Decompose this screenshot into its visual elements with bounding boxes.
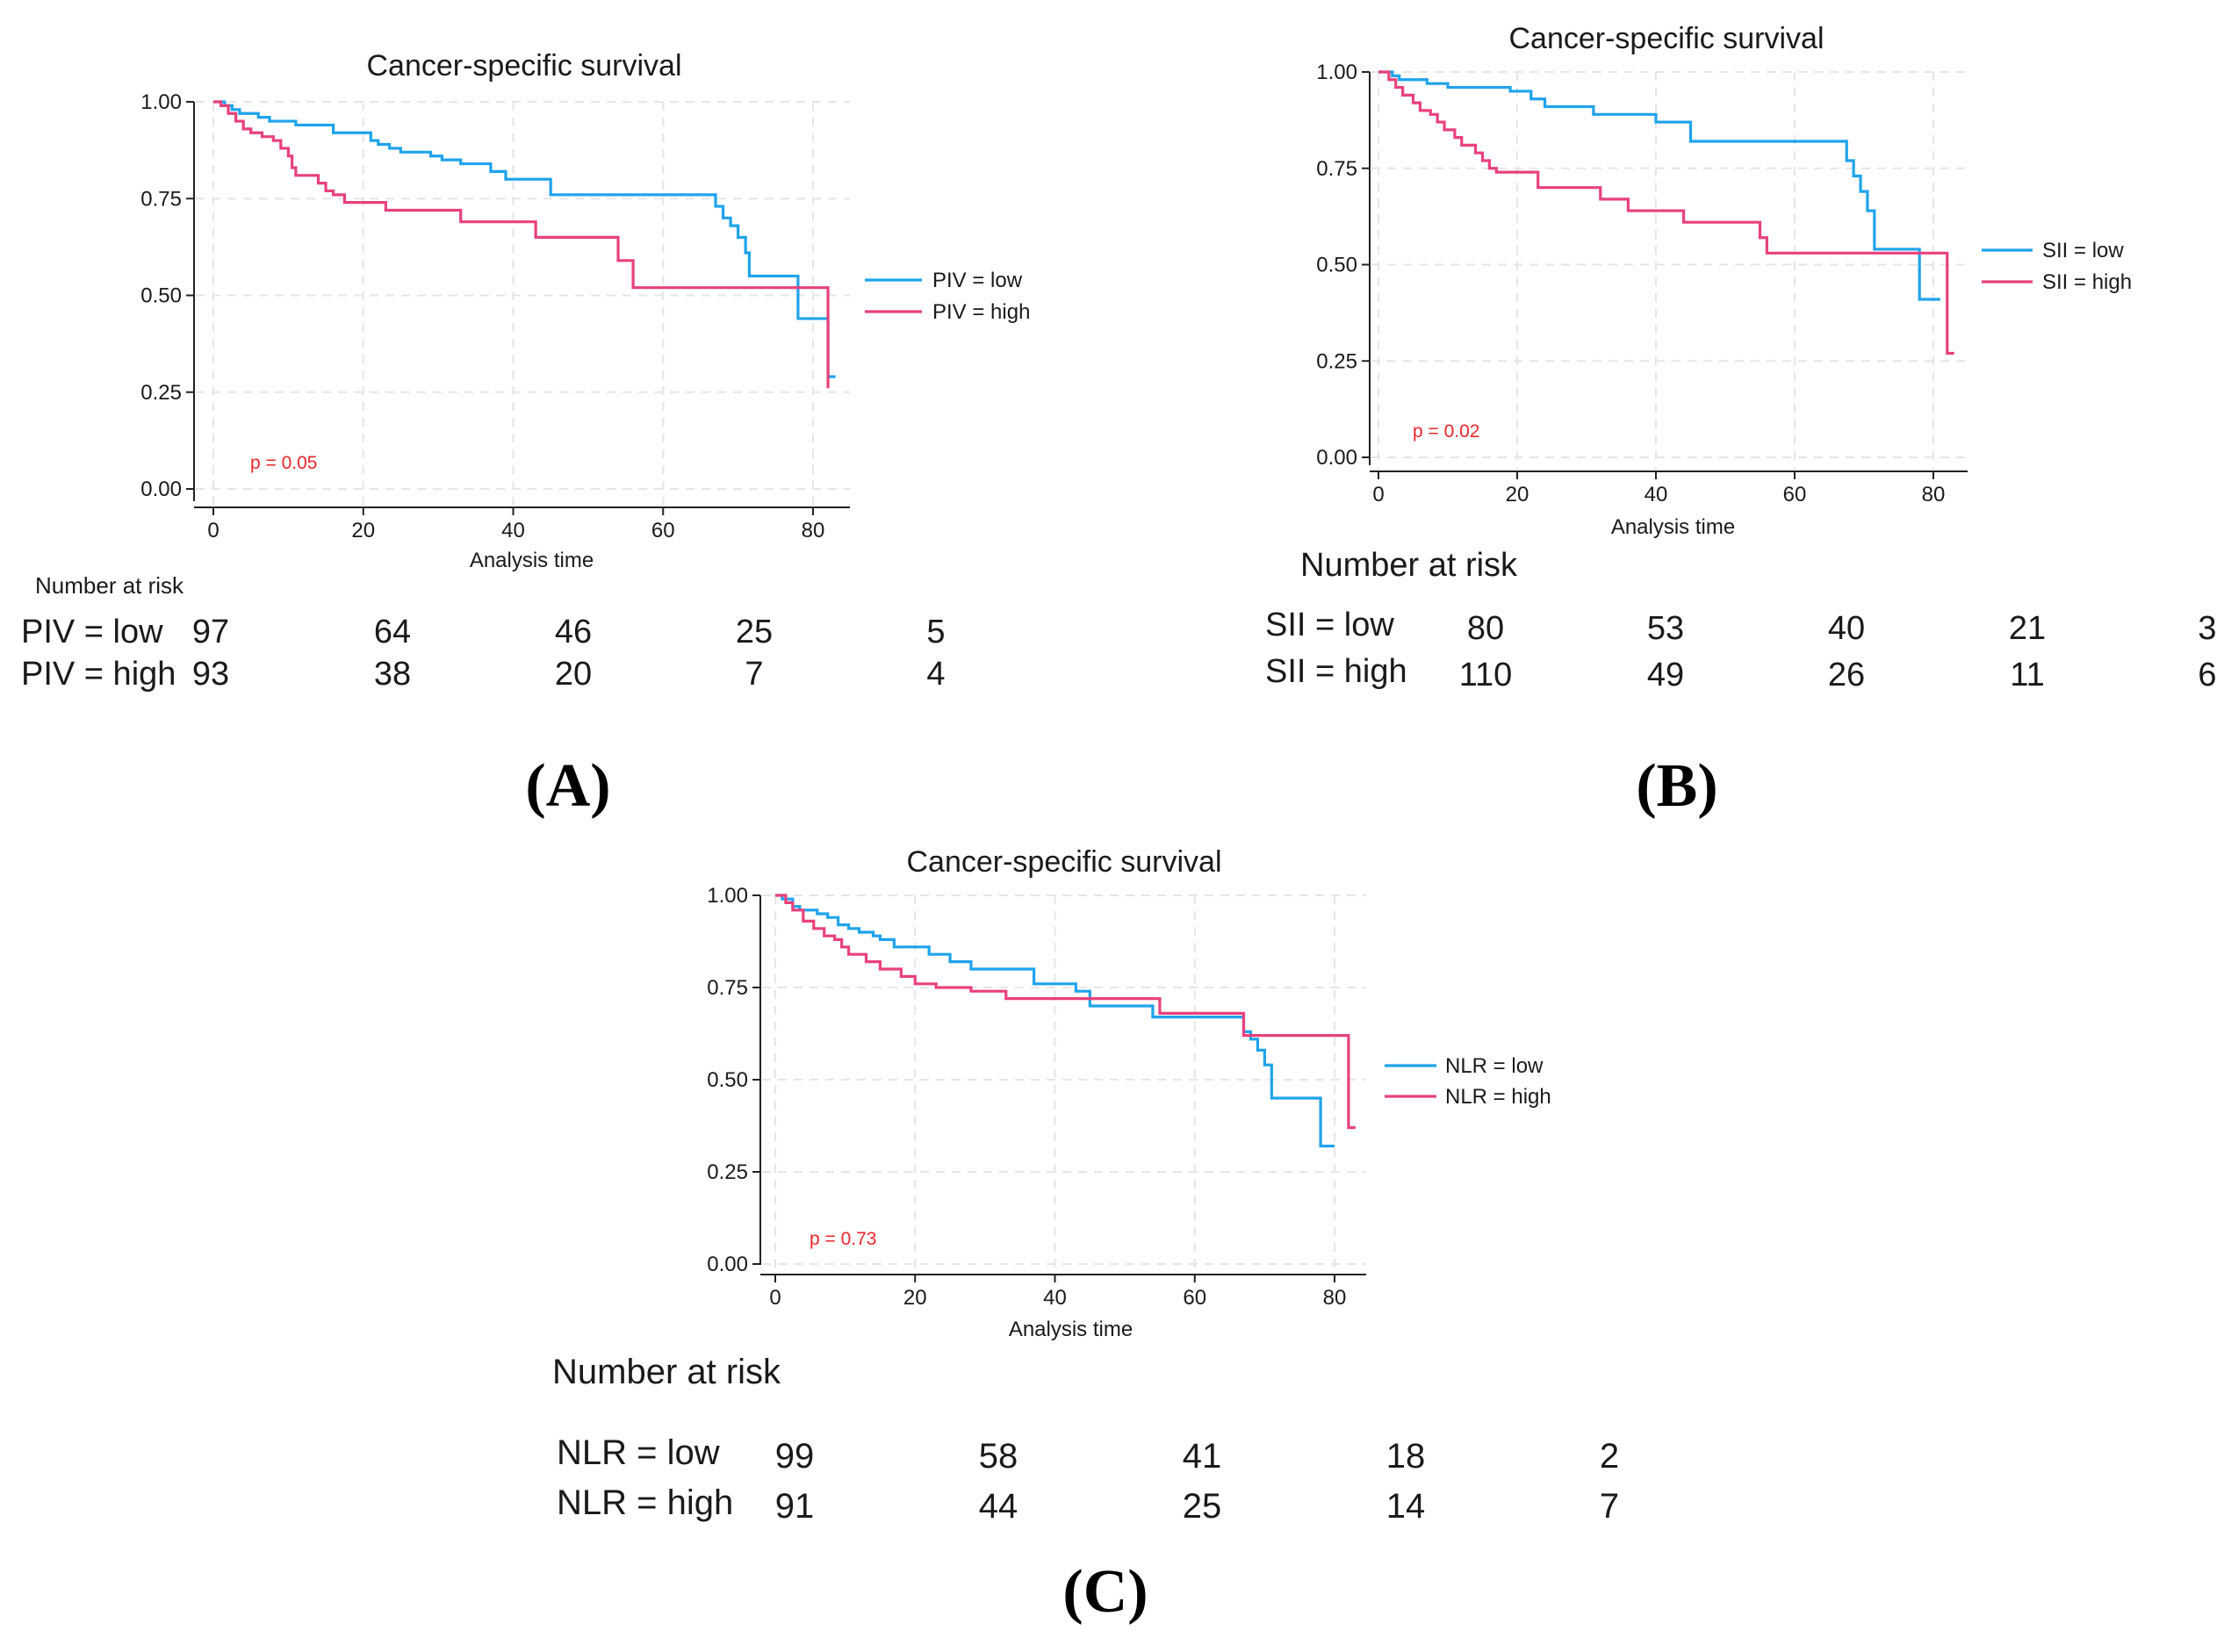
panel-a-y-tick-label: 0.50 xyxy=(140,284,182,308)
panel-b-p-value: p = 0.02 xyxy=(1413,421,1479,442)
panel-b-y-tick-label: 0.00 xyxy=(1316,446,1357,470)
panel-a-x-tick-label: 20 xyxy=(351,519,375,542)
panel-c-x-tick-label: 0 xyxy=(769,1286,781,1310)
panel-a-curve-low xyxy=(213,100,836,378)
panel-b-group: 0.00 0.25 0.50 0.75 1.00 0 20 40 60 80 Cancer-spec… xyxy=(1265,22,2217,820)
panel-c-risk-value: 58 xyxy=(979,1437,1018,1476)
panel-b-risk-value: 3 xyxy=(2198,610,2216,647)
panel-a-risk-value: 64 xyxy=(374,614,411,650)
panel-c-risk-value: 25 xyxy=(1183,1487,1222,1526)
panel-b-y-tick-label: 0.25 xyxy=(1316,349,1357,373)
panel-c-x-tick-label: 40 xyxy=(1043,1286,1067,1310)
panel-c-x-tick-label: 60 xyxy=(1183,1286,1206,1310)
panel-c-legend-label-low: NLR = low xyxy=(1445,1054,1544,1078)
panel-a-x-axis-label: Analysis time xyxy=(470,549,594,572)
panel-c-curve-high xyxy=(775,894,1356,1130)
panel-c-risk-value: 2 xyxy=(1600,1437,1619,1476)
panel-a-x-tick-label: 80 xyxy=(802,519,825,542)
panel-a-title: Cancer-specific survival xyxy=(367,49,682,83)
panel-b-legend-label-high: SII = high xyxy=(2042,270,2132,294)
panel-c-risk-row-label: NLR = low xyxy=(557,1433,720,1472)
panel-c-risk-value: 18 xyxy=(1386,1437,1426,1476)
panel-a-y-tick-label: 0.75 xyxy=(140,187,182,211)
panel-a-legend-label-high: PIV = high xyxy=(932,300,1030,324)
panel-a-risk-row-label: PIV = high xyxy=(21,656,176,693)
panel-a-x-tick-label: 60 xyxy=(651,519,675,542)
panel-a-risk-value: 4 xyxy=(926,656,945,693)
panel-c-curve-low xyxy=(775,894,1335,1148)
panel-b-y-tick-label: 1.00 xyxy=(1316,61,1357,84)
panel-b-risk-value: 26 xyxy=(1828,657,1865,693)
panel-b-curve-low xyxy=(1378,70,1940,301)
panel-b-x-tick-label: 60 xyxy=(1783,483,1807,506)
panel-b-y-tick-label: 0.75 xyxy=(1316,157,1357,181)
panel-c-risk-value: 7 xyxy=(1600,1487,1619,1526)
panel-a-risk-value: 46 xyxy=(555,614,592,650)
panel-a-risk-value: 7 xyxy=(745,656,763,693)
panel-a-risk-value: 38 xyxy=(374,656,411,693)
panel-b-x-tick-label: 40 xyxy=(1644,483,1668,506)
panel-b-legend-label-low: SII = low xyxy=(2042,239,2124,262)
panel-b-curve-high xyxy=(1378,70,1954,356)
panel-b-risk-value: 53 xyxy=(1647,610,1684,647)
panel-b-risk-row-label: SII = high xyxy=(1265,653,1407,690)
panel-b-risk-value: 40 xyxy=(1828,610,1865,647)
panel-a-risk-value: 5 xyxy=(926,614,945,650)
panel-a-y-tick-label: 1.00 xyxy=(140,90,182,114)
panel-c-y-tick-label: 0.25 xyxy=(707,1160,748,1184)
panel-a-risk-heading: Number at risk xyxy=(35,572,184,599)
panel-b-risk-value: 6 xyxy=(2198,657,2216,693)
panel-c-x-tick-label: 20 xyxy=(903,1286,927,1310)
panel-a-legend-label-low: PIV = low xyxy=(932,269,1023,292)
panel-a-panel-label: (A) xyxy=(525,752,610,820)
panel-a-curve-high xyxy=(213,100,830,389)
panel-b-risk-value: 110 xyxy=(1459,657,1513,693)
panel-c-group: 0.00 0.25 0.50 0.75 1.00 0 20 40 60 80 Cancer-spec… xyxy=(552,845,1619,1626)
panel-a-p-value: p = 0.05 xyxy=(250,453,317,473)
panel-a-y-tick-label: 0.00 xyxy=(140,478,182,501)
panel-b-risk-value: 11 xyxy=(2010,657,2044,693)
panel-b-x-tick-label: 20 xyxy=(1506,483,1529,506)
panel-a-risk-value: 25 xyxy=(736,614,773,650)
panel-a-risk-value: 20 xyxy=(555,656,592,693)
panel-c-legend-label-high: NLR = high xyxy=(1445,1085,1551,1109)
panel-b-x-axis-label: Analysis time xyxy=(1611,515,1735,539)
panel-c-y-tick-label: 0.00 xyxy=(707,1253,748,1276)
panel-c-risk-value: 41 xyxy=(1183,1437,1222,1476)
panel-c-risk-value: 99 xyxy=(775,1437,815,1476)
panel-b-risk-row-label: SII = low xyxy=(1265,607,1394,643)
panel-c-y-tick-label: 1.00 xyxy=(707,884,748,908)
panel-b-risk-value: 80 xyxy=(1467,610,1504,647)
panel-c-risk-row-label: NLR = high xyxy=(557,1483,733,1522)
panel-c-y-tick-label: 0.50 xyxy=(707,1068,748,1092)
panel-b-risk-value: 49 xyxy=(1647,657,1684,693)
panel-c-y-tick-label: 0.75 xyxy=(707,976,748,1000)
panel-b-risk-heading: Number at risk xyxy=(1300,547,1518,584)
panel-a-group: 0.00 0.25 0.50 0.75 1.00 0 20 40 60 80 Cancer-spec… xyxy=(21,49,1030,820)
panel-b-risk-value: 21 xyxy=(2009,610,2046,647)
panel-b-panel-label: (B) xyxy=(1636,752,1717,820)
panel-c-x-axis-label: Analysis time xyxy=(1009,1318,1133,1341)
panel-b-x-tick-label: 0 xyxy=(1372,483,1384,506)
panel-a-x-tick-label: 0 xyxy=(207,519,219,542)
panel-a-x-tick-label: 40 xyxy=(501,519,525,542)
panel-a-risk-row-label: PIV = low xyxy=(21,614,163,650)
panel-b-x-tick-label: 80 xyxy=(1922,483,1946,506)
panel-b-title: Cancer-specific survival xyxy=(1509,22,1824,55)
panel-c-p-value: p = 0.73 xyxy=(810,1229,876,1249)
panel-a-risk-value: 93 xyxy=(192,656,229,693)
panel-c-risk-heading: Number at risk xyxy=(552,1353,781,1391)
panel-c-panel-label: (C) xyxy=(1062,1558,1148,1626)
panel-b-y-tick-label: 0.50 xyxy=(1316,254,1357,277)
panel-c-x-tick-label: 80 xyxy=(1323,1286,1347,1310)
panel-c-title: Cancer-specific survival xyxy=(907,845,1222,879)
panel-a-risk-value: 97 xyxy=(192,614,229,650)
panel-a-y-tick-label: 0.25 xyxy=(140,381,182,405)
panel-c-risk-value: 14 xyxy=(1386,1487,1426,1526)
panel-c-risk-value: 44 xyxy=(979,1487,1018,1526)
panel-c-risk-value: 91 xyxy=(775,1487,815,1526)
